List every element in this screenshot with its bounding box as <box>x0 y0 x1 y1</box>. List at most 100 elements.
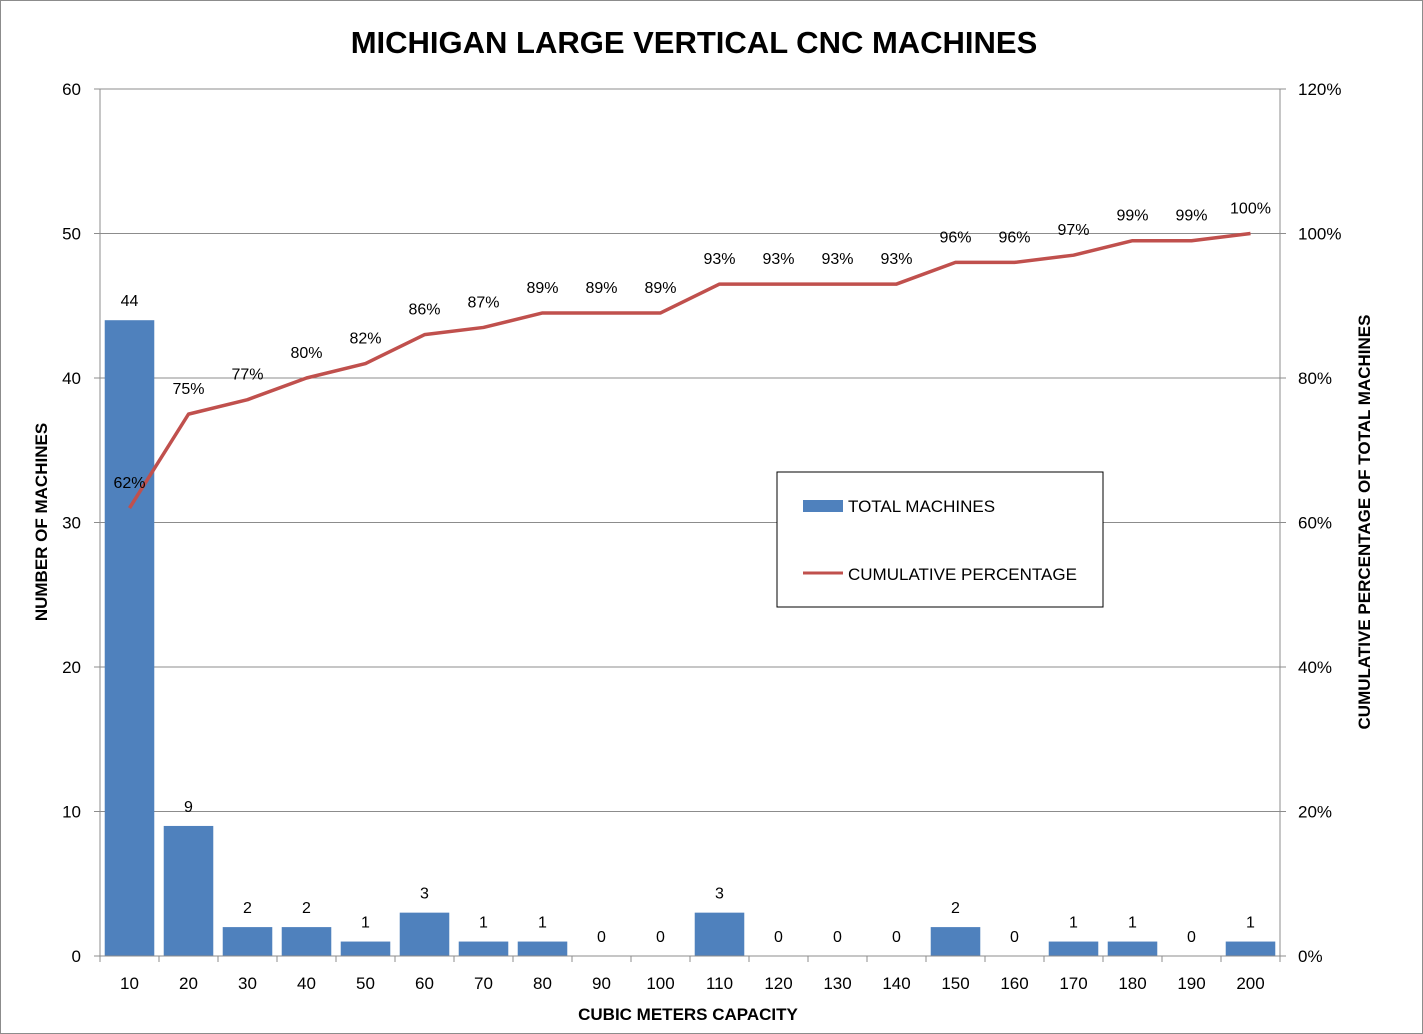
y-tick-label: 10 <box>62 803 81 822</box>
line-data-label: 93% <box>703 251 735 268</box>
legend: TOTAL MACHINES CUMULATIVE PERCENTAGE <box>776 471 1104 608</box>
bar-data-label: 0 <box>1010 929 1019 946</box>
y-tick-label: 60 <box>62 80 81 99</box>
bar-data-label: 1 <box>1069 915 1078 932</box>
x-tick-label: 190 <box>1177 974 1205 993</box>
bar <box>281 927 332 956</box>
x-axis-title: CUBIC METERS CAPACITY <box>578 1005 798 1024</box>
line-data-label: 97% <box>1057 222 1089 239</box>
bar-data-label: 2 <box>302 900 311 917</box>
x-tick-label: 80 <box>533 974 552 993</box>
bar <box>104 320 155 956</box>
y-tick-label: 30 <box>62 514 81 533</box>
bar-data-label: 0 <box>597 929 606 946</box>
line-data-label: 89% <box>585 280 617 297</box>
bar-data-label: 3 <box>715 886 724 903</box>
bar <box>694 912 745 956</box>
x-tick-label: 170 <box>1059 974 1087 993</box>
x-tick-label: 120 <box>764 974 792 993</box>
x-tick-label: 50 <box>356 974 375 993</box>
bar-data-label: 3 <box>420 886 429 903</box>
y-axis-title: NUMBER OF MACHINES <box>32 423 51 621</box>
bar-data-label: 0 <box>1187 929 1196 946</box>
bar <box>1225 941 1276 956</box>
bar <box>222 927 273 956</box>
bar-data-label: 0 <box>774 929 783 946</box>
bar-data-label: 9 <box>184 799 193 816</box>
chart-title: MICHIGAN LARGE VERTICAL CNC MACHINES <box>351 25 1038 60</box>
x-tick-label: 100 <box>646 974 674 993</box>
line-data-label: 96% <box>998 229 1030 246</box>
x-tick-label: 30 <box>238 974 257 993</box>
data-labels: 44 9 2 2 1 3 1 1 0 0 3 0 0 0 2 0 1 1 0 1 62% 75% 77% 80% 82% 86% 8… <box>113 201 1270 947</box>
line-data-label: 86% <box>408 302 440 319</box>
bar <box>163 825 214 956</box>
bar <box>458 941 509 956</box>
y-tick-label: 50 <box>62 225 81 244</box>
x-tick-label: 40 <box>297 974 316 993</box>
y2-tick-label: 60% <box>1298 514 1332 533</box>
x-tick-label: 20 <box>179 974 198 993</box>
legend-bar-label: TOTAL MACHINES <box>848 497 995 516</box>
x-tick-label: 150 <box>941 974 969 993</box>
bar-data-label: 0 <box>833 929 842 946</box>
line-data-label: 89% <box>644 280 676 297</box>
bar <box>930 927 981 956</box>
line-data-label: 89% <box>526 280 558 297</box>
bar-data-label: 2 <box>951 900 960 917</box>
line-data-label: 75% <box>172 381 204 398</box>
line-data-label: 87% <box>467 294 499 311</box>
cumulative-line <box>128 231 1251 509</box>
x-tick-label: 90 <box>592 974 611 993</box>
line-data-label: 82% <box>349 331 381 348</box>
legend-line-label: CUMULATIVE PERCENTAGE <box>848 565 1077 584</box>
x-tick-label: 10 <box>120 974 139 993</box>
x-tick-label: 180 <box>1118 974 1146 993</box>
y2-tick-label: 20% <box>1298 803 1332 822</box>
line-series <box>128 231 1251 509</box>
x-tick-label: 130 <box>823 974 851 993</box>
y2-tick-label: 0% <box>1298 947 1323 966</box>
line-data-label: 93% <box>821 251 853 268</box>
y2-tick-label: 120% <box>1298 80 1341 99</box>
bar-data-label: 2 <box>243 900 252 917</box>
x-tick-label: 160 <box>1000 974 1028 993</box>
bar-data-label: 1 <box>479 915 488 932</box>
bar-data-label: 0 <box>892 929 901 946</box>
bar-data-label: 1 <box>1128 915 1137 932</box>
bar <box>399 912 450 956</box>
y-tick-label: 0 <box>72 947 81 966</box>
x-tick-label: 110 <box>706 974 733 993</box>
line-data-label: 99% <box>1116 208 1148 225</box>
x-tick-label: 140 <box>882 974 910 993</box>
y2-axis-title: CUMULATIVE PERCENTAGE OF TOTAL MACHINES <box>1355 315 1374 730</box>
line-data-label: 80% <box>290 345 322 362</box>
bar <box>1107 941 1158 956</box>
bar-data-label: 0 <box>656 929 665 946</box>
y-tick-label: 40 <box>62 369 81 388</box>
x-tick-label: 70 <box>474 974 493 993</box>
bar <box>340 941 391 956</box>
bar-data-label: 1 <box>1246 915 1255 932</box>
line-data-label: 99% <box>1175 208 1207 225</box>
gridlines <box>100 88 1280 812</box>
legend-bar-swatch <box>803 500 843 512</box>
line-data-label: 100% <box>1230 201 1271 218</box>
x-tick-label: 60 <box>415 974 434 993</box>
legend-box <box>776 471 1104 608</box>
y-tick-label: 20 <box>62 658 81 677</box>
line-data-label: 62% <box>113 475 145 492</box>
x-tick-label: 200 <box>1236 974 1264 993</box>
bar-series <box>104 320 1276 956</box>
bar-data-label: 1 <box>538 915 547 932</box>
line-data-label: 77% <box>231 367 263 384</box>
bar-data-label: 44 <box>121 293 139 310</box>
y2-tick-label: 80% <box>1298 369 1332 388</box>
bar <box>517 941 568 956</box>
line-data-label: 93% <box>880 251 912 268</box>
line-data-label: 93% <box>762 251 794 268</box>
y2-tick-label: 100% <box>1298 225 1341 244</box>
